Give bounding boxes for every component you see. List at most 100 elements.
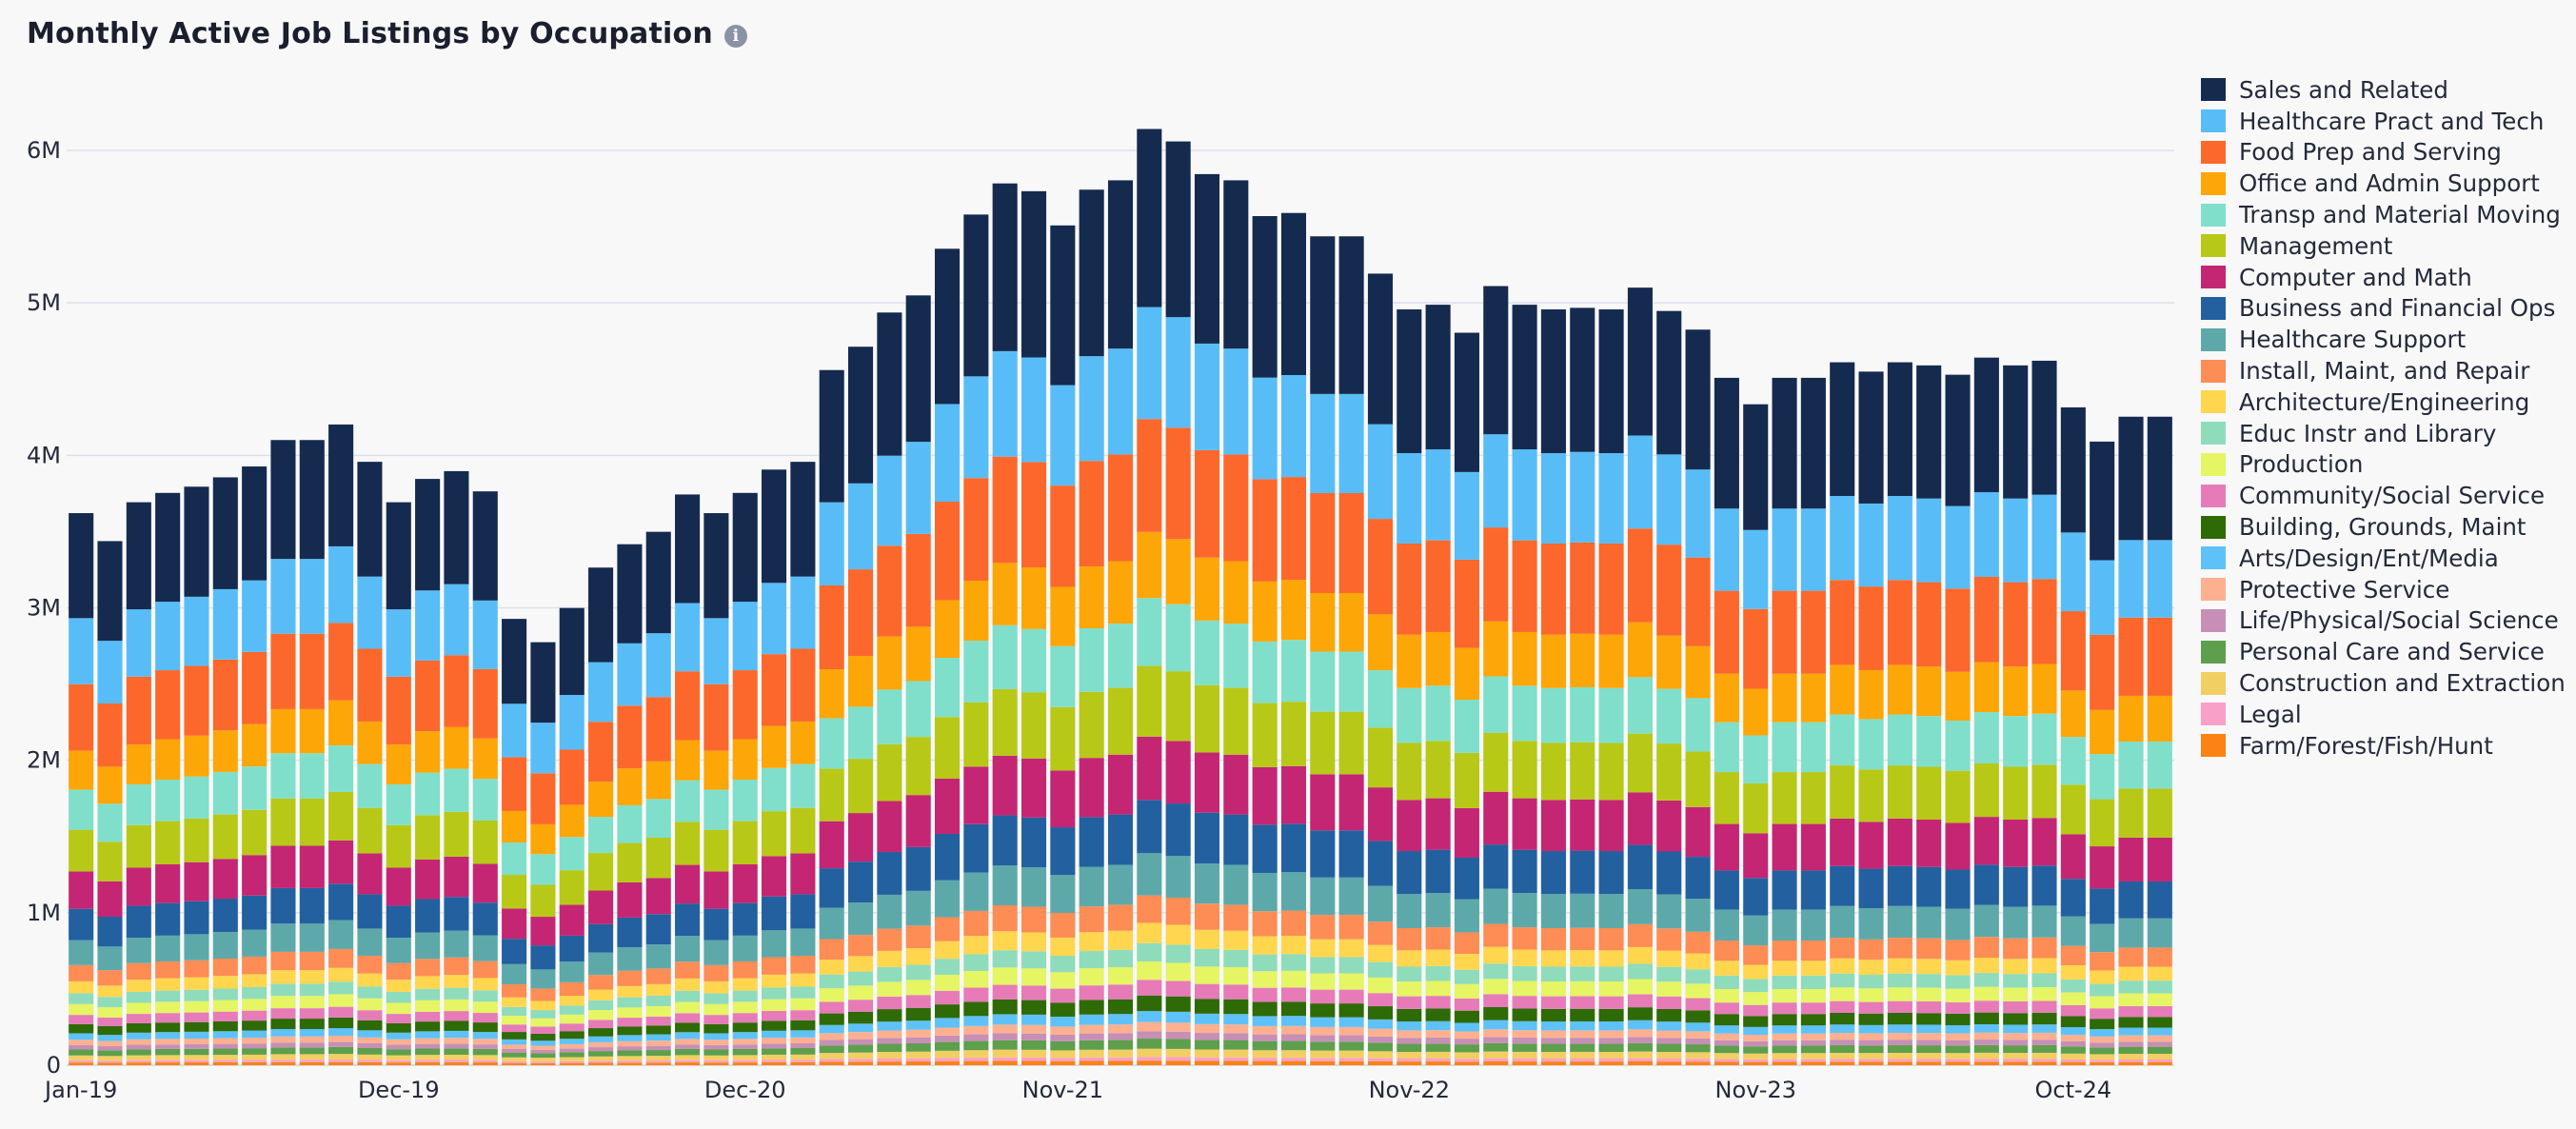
- bar-segment[interactable]: [357, 853, 383, 895]
- bar-segment[interactable]: [819, 1061, 844, 1065]
- bar-segment[interactable]: [184, 486, 209, 597]
- bar-segment[interactable]: [905, 626, 931, 682]
- legend-item[interactable]: Farm/Forest/Fish/Hunt: [2201, 730, 2566, 762]
- bar-segment[interactable]: [703, 908, 729, 941]
- bar-segment[interactable]: [1310, 939, 1336, 958]
- bar-segment[interactable]: [848, 759, 874, 814]
- bar-segment[interactable]: [1656, 1021, 1682, 1031]
- bar-segment[interactable]: [1020, 1040, 1047, 1050]
- bar-segment[interactable]: [588, 975, 614, 990]
- bar-segment[interactable]: [617, 705, 643, 769]
- bar-segment[interactable]: [1772, 1061, 1797, 1065]
- bar-segment[interactable]: [1540, 743, 1566, 801]
- bar-segment[interactable]: [1137, 736, 1162, 801]
- bar-segment[interactable]: [1830, 1045, 1855, 1053]
- bar-segment[interactable]: [1656, 851, 1682, 895]
- bar-segment[interactable]: [1887, 664, 1912, 715]
- bar-segment[interactable]: [357, 894, 383, 929]
- bar-segment[interactable]: [1397, 950, 1422, 967]
- bar-segment[interactable]: [1627, 979, 1653, 995]
- bar-segment[interactable]: [1454, 954, 1479, 970]
- bar-segment[interactable]: [126, 1055, 151, 1060]
- bar-segment[interactable]: [1512, 1058, 1537, 1062]
- bar-segment[interactable]: [1194, 620, 1220, 685]
- bar-segment[interactable]: [328, 840, 354, 884]
- bar-segment[interactable]: [1194, 999, 1220, 1014]
- bar-segment[interactable]: [1194, 557, 1220, 621]
- bar-segment[interactable]: [2031, 1052, 2057, 1060]
- bar-segment[interactable]: [1338, 593, 1364, 652]
- bar-segment[interactable]: [2031, 1040, 2057, 1045]
- bar-segment[interactable]: [762, 957, 787, 975]
- bar-segment[interactable]: [212, 730, 238, 772]
- bar-segment[interactable]: [934, 717, 961, 779]
- bar-segment[interactable]: [703, 940, 729, 965]
- bar-segment[interactable]: [1512, 1061, 1537, 1065]
- bar-segment[interactable]: [934, 941, 961, 960]
- bar-segment[interactable]: [1137, 307, 1162, 420]
- bar-segment[interactable]: [444, 811, 469, 857]
- bar-segment[interactable]: [97, 803, 123, 842]
- bar-segment[interactable]: [819, 974, 844, 989]
- bar-segment[interactable]: [1800, 1014, 1826, 1026]
- bar-segment[interactable]: [645, 697, 671, 762]
- bar-segment[interactable]: [1830, 1032, 1855, 1040]
- bar-segment[interactable]: [1050, 1035, 1076, 1041]
- bar-segment[interactable]: [1050, 586, 1076, 646]
- bar-segment[interactable]: [270, 1061, 296, 1065]
- bar-segment[interactable]: [1050, 645, 1076, 707]
- bar-segment[interactable]: [559, 1060, 585, 1063]
- bar-segment[interactable]: [1570, 451, 1595, 543]
- bar-segment[interactable]: [819, 768, 844, 822]
- bar-segment[interactable]: [299, 1008, 325, 1020]
- bar-segment[interactable]: [2060, 992, 2086, 1005]
- bar-segment[interactable]: [762, 469, 787, 584]
- bar-segment[interactable]: [617, 842, 643, 882]
- bar-segment[interactable]: [1454, 1039, 1479, 1045]
- bar-segment[interactable]: [386, 1032, 411, 1040]
- bar-segment[interactable]: [1310, 1003, 1336, 1018]
- bar-segment[interactable]: [1338, 774, 1364, 831]
- bar-segment[interactable]: [1772, 1002, 1797, 1015]
- bar-segment[interactable]: [877, 743, 902, 802]
- bar-segment[interactable]: [502, 1060, 527, 1063]
- bar-segment[interactable]: [1137, 1060, 1162, 1065]
- bar-segment[interactable]: [69, 789, 94, 830]
- bar-segment[interactable]: [588, 1051, 614, 1057]
- bar-segment[interactable]: [1830, 1052, 1855, 1060]
- bar-segment[interactable]: [212, 932, 238, 959]
- bar-segment[interactable]: [2090, 441, 2115, 561]
- bar-segment[interactable]: [386, 980, 411, 992]
- legend-item[interactable]: Food Prep and Serving: [2201, 137, 2566, 168]
- bar-segment[interactable]: [1945, 1001, 1971, 1014]
- bar-segment[interactable]: [1483, 732, 1509, 792]
- bar-segment[interactable]: [357, 986, 383, 999]
- bar-segment[interactable]: [1194, 752, 1220, 813]
- bar-segment[interactable]: [732, 1032, 758, 1040]
- bar-segment[interactable]: [1252, 1025, 1278, 1035]
- bar-segment[interactable]: [1079, 817, 1104, 867]
- bar-segment[interactable]: [1050, 225, 1076, 386]
- bar-segment[interactable]: [848, 1044, 874, 1053]
- bar-segment[interactable]: [1050, 972, 1076, 989]
- bar-segment[interactable]: [819, 369, 844, 503]
- bar-segment[interactable]: [617, 1018, 643, 1027]
- bar-segment[interactable]: [1137, 980, 1162, 996]
- bar-segment[interactable]: [762, 974, 787, 988]
- bar-segment[interactable]: [645, 1016, 671, 1026]
- bar-segment[interactable]: [1916, 1045, 1942, 1054]
- bar-segment[interactable]: [1512, 741, 1537, 799]
- bar-segment[interactable]: [2147, 1027, 2172, 1036]
- bar-segment[interactable]: [1252, 641, 1278, 703]
- bar-segment[interactable]: [1887, 1040, 1912, 1045]
- bar-segment[interactable]: [588, 1000, 614, 1011]
- bar-segment[interactable]: [2118, 837, 2144, 881]
- bar-segment[interactable]: [1454, 647, 1479, 701]
- bar-segment[interactable]: [2147, 966, 2172, 981]
- bar-segment[interactable]: [1598, 981, 1624, 997]
- bar-segment[interactable]: [703, 750, 729, 790]
- bar-segment[interactable]: [1598, 1008, 1624, 1022]
- bar-segment[interactable]: [645, 968, 671, 984]
- bar-segment[interactable]: [1483, 923, 1509, 947]
- bar-segment[interactable]: [1540, 453, 1566, 544]
